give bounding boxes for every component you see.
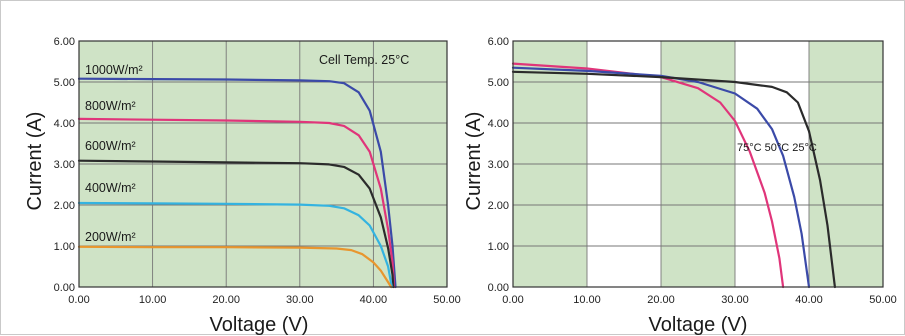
- grid-lines: [78, 40, 448, 288]
- y-axis-label: Current (A): [24, 112, 46, 211]
- x-tick-label: 20.00: [212, 294, 240, 306]
- label-800: 800W/m²: [85, 99, 136, 113]
- y-tick-label: 1.00: [54, 241, 75, 253]
- cell-temp-annotation: Cell Temp. 25°C: [319, 53, 409, 67]
- y-tick-label: 6.00: [54, 36, 75, 48]
- x-tick-label: 50.00: [433, 294, 461, 306]
- x-tick-label: 0.00: [68, 294, 89, 306]
- series-line: [77, 245, 393, 289]
- series-line: [511, 70, 836, 289]
- y-tick-labels: 0.00 1.00 2.00 3.00 4.00 5.00 6.00: [488, 36, 509, 294]
- series-labels: 1000W/m² 800W/m² 600W/m² 400W/m² 200W/m²…: [85, 53, 409, 244]
- label-600: 600W/m²: [85, 139, 136, 153]
- series-line: [511, 66, 811, 289]
- y-tick-label: 3.00: [488, 159, 509, 171]
- x-tick-label: 20.00: [647, 294, 675, 306]
- label-200: 200W/m²: [85, 230, 136, 244]
- plot-frame: [78, 40, 448, 288]
- series-line: [77, 159, 395, 289]
- series-line: [77, 117, 396, 289]
- x-axis-label: Voltage (V): [210, 314, 309, 336]
- chart-temperature: 0.00 1.00 2.00 3.00 4.00 5.00 6.00 0.00 10.00 20…: [463, 36, 897, 336]
- temperature-labels: 75°C 50°C 25°C: [737, 142, 817, 154]
- x-tick-label: 30.00: [286, 294, 314, 306]
- y-axis-label: Current (A): [463, 112, 485, 211]
- chart-irradiance: 0.00 1.00 2.00 3.00 4.00 5.00 6.00 0.00 10.00 20…: [24, 36, 461, 336]
- label-400: 400W/m²: [85, 181, 136, 195]
- plot-frame: [512, 40, 884, 288]
- y-tick-label: 5.00: [54, 77, 75, 89]
- x-tick-label: 30.00: [721, 294, 749, 306]
- x-axis-label: Voltage (V): [649, 314, 748, 336]
- label-1000: 1000W/m²: [85, 63, 143, 77]
- y-tick-label: 5.00: [488, 77, 509, 89]
- series-lines: [77, 77, 397, 289]
- y-tick-labels: 0.00 1.00 2.00 3.00 4.00 5.00 6.00: [54, 36, 75, 294]
- series-line: [77, 77, 397, 289]
- y-tick-label: 0.00: [54, 282, 75, 294]
- x-tick-label: 40.00: [360, 294, 388, 306]
- y-tick-label: 0.00: [488, 282, 509, 294]
- y-tick-label: 6.00: [488, 36, 509, 48]
- x-tick-labels: 0.00 10.00 20.00 30.00 40.00 50.00: [68, 294, 460, 306]
- series-lines: [511, 62, 836, 289]
- y-tick-label: 4.00: [488, 118, 509, 130]
- x-tick-label: 10.00: [139, 294, 167, 306]
- x-tick-label: 50.00: [869, 294, 897, 306]
- x-tick-labels: 0.00 10.00 20.00 30.00 40.00 50.00: [502, 294, 896, 306]
- y-tick-label: 4.00: [54, 118, 75, 130]
- y-tick-label: 3.00: [54, 159, 75, 171]
- x-tick-label: 10.00: [573, 294, 601, 306]
- x-tick-label: 40.00: [795, 294, 823, 306]
- y-tick-label: 1.00: [488, 241, 509, 253]
- x-tick-label: 0.00: [502, 294, 523, 306]
- series-line: [77, 201, 393, 289]
- y-tick-label: 2.00: [54, 200, 75, 212]
- y-tick-label: 2.00: [488, 200, 509, 212]
